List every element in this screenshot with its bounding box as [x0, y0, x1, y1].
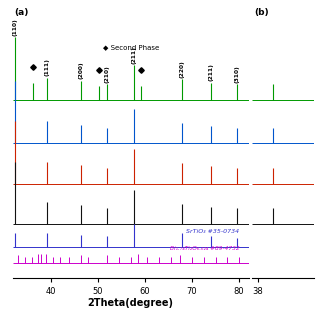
Text: (200): (200) — [79, 62, 84, 79]
Text: (220): (220) — [179, 60, 184, 78]
Text: (211): (211) — [208, 63, 213, 81]
Text: (310): (310) — [234, 65, 239, 83]
Text: (210): (210) — [105, 65, 110, 83]
Text: (110): (110) — [13, 18, 18, 36]
Text: Bi₁.₇₄Ti₂O₆.₆₂₄ #89-4732: Bi₁.₇₄Ti₂O₆.₆₂₄ #89-4732 — [170, 246, 239, 252]
Text: (211): (211) — [132, 46, 137, 64]
Text: (a): (a) — [14, 8, 28, 17]
Text: (b): (b) — [255, 8, 269, 17]
X-axis label: 2Theta(degree): 2Theta(degree) — [88, 298, 174, 308]
Text: (111): (111) — [44, 59, 49, 76]
Text: ◆ Second Phase: ◆ Second Phase — [103, 44, 159, 50]
Text: SrTiO₃ #35-0734: SrTiO₃ #35-0734 — [186, 229, 239, 234]
